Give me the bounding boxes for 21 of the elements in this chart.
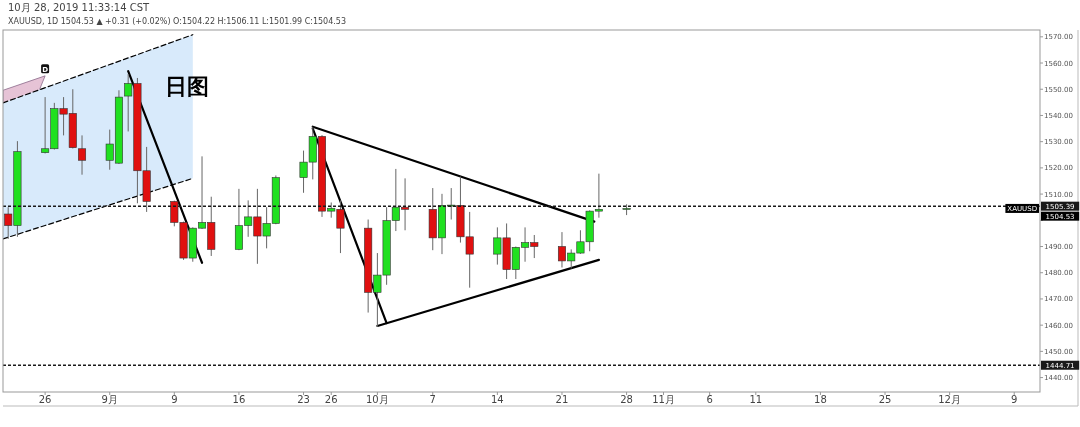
x-tick-label: 11: [749, 394, 763, 405]
x-tick-label: 25: [878, 394, 892, 405]
chart-title: 10月 28, 2019 11:33:14 CST: [8, 2, 151, 13]
x-tick-label: 26: [324, 394, 338, 405]
x-tick-label: 21: [555, 394, 569, 405]
x-tick-label: 10月: [366, 394, 389, 405]
x-tick-label: 9: [171, 394, 178, 405]
x-tick-label: 14: [491, 394, 504, 405]
x-tick-label: 9月: [101, 394, 118, 405]
annotation: 日图: [165, 74, 209, 99]
x-tick-label: 6: [706, 394, 713, 405]
x-tick-label: 12月: [938, 394, 961, 405]
chart-subtitle: XAUUSD, 1D 1504.53 ▲ +0.31 (+0.02%) O:1504.22 H:1506.11 L:1501.99 C:1504.53: [8, 17, 347, 26]
x-tick-label: 16: [232, 394, 246, 405]
x-tick-label: 9: [1011, 394, 1018, 405]
x-tick-label: 26: [38, 394, 52, 405]
x-tick-label: 28: [620, 394, 633, 405]
x-tick-label: 23: [297, 394, 310, 405]
x-tick-label: 18: [814, 394, 827, 405]
x-tick-label: 11月: [652, 394, 675, 405]
x-tick-label: 7: [429, 394, 436, 405]
